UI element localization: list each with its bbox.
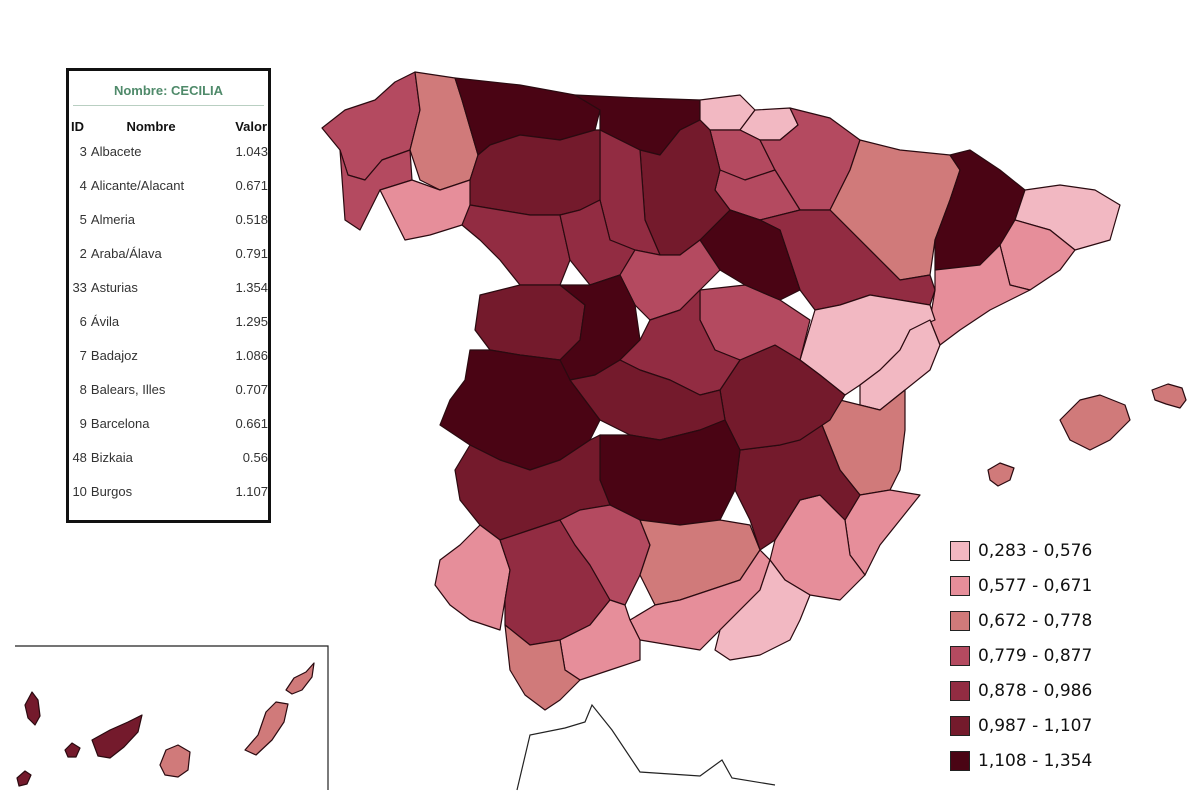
table-row[interactable]: 6 Ávila 1.295 [69, 304, 268, 338]
row-value: 0.661 [235, 415, 268, 431]
province-mallorca[interactable]: Mallorca [1059, 394, 1131, 451]
legend-swatch [950, 610, 970, 631]
row-value: 1.295 [235, 313, 268, 329]
legend-item: 1,108 - 1,354 [950, 743, 1092, 778]
row-name: Burgos [90, 483, 133, 499]
province-menorca[interactable]: Menorca [1151, 383, 1187, 409]
legend-label: 0,878 - 0,986 [978, 680, 1093, 701]
province-la-gomera[interactable]: La Gomera [64, 742, 81, 758]
table-row[interactable]: 8 Balears, Illes 0.707 [69, 372, 268, 406]
row-id: 8 [79, 381, 87, 397]
legend-item: 0,672 - 0,778 [950, 603, 1092, 638]
province-zamora[interactable]: Zamora [461, 204, 571, 286]
table-row[interactable]: 2 Araba/Álava 0.791 [69, 236, 268, 270]
row-id: 48 [72, 449, 87, 465]
legend-label: 0,577 - 0,671 [978, 575, 1093, 596]
legend-label: 0,672 - 0,778 [978, 610, 1093, 631]
legend-item: 0,283 - 0,576 [950, 533, 1092, 568]
province-soria[interactable]: Soria [699, 209, 801, 301]
province-lanzarote[interactable]: Lanzarote [285, 662, 315, 695]
table-row[interactable]: 33 Asturias 1.354 [69, 270, 268, 304]
info-table-header: ID Nombre Valor [69, 119, 268, 134]
row-id: 10 [72, 483, 87, 499]
legend-item: 0,577 - 0,671 [950, 568, 1092, 603]
row-id: 2 [79, 245, 87, 261]
table-row[interactable]: 4 Alicante/Alacant 0.671 [69, 168, 268, 202]
legend-item: 0,779 - 0,877 [950, 638, 1092, 673]
legend-label: 0,987 - 1,107 [978, 715, 1093, 736]
row-name: Bizkaia [90, 449, 133, 465]
province-ourense[interactable]: Ourense [379, 179, 481, 241]
column-header-valor: Valor [235, 119, 267, 134]
row-name: Asturias [90, 279, 138, 295]
row-id: 5 [79, 211, 87, 227]
table-row[interactable]: 10 Burgos 1.107 [69, 474, 268, 508]
row-name: Barcelona [90, 415, 150, 431]
info-panel-title: Nombre: CECILIA [73, 83, 264, 106]
row-id: 33 [72, 279, 87, 295]
legend-swatch [950, 750, 970, 771]
row-name: Albacete [90, 143, 142, 159]
map-legend: 0,283 - 0,576 0,577 - 0,671 0,672 - 0,778 0… [950, 533, 1092, 778]
canarias-inset-frame [15, 645, 329, 790]
info-panel: Nombre: CECILIA ID Nombre Valor 3 Albacet… [66, 68, 271, 523]
legend-swatch [950, 645, 970, 666]
legend-item: 0,987 - 1,107 [950, 708, 1092, 743]
legend-label: 0,779 - 0,877 [978, 645, 1093, 666]
info-table-body: 3 Albacete 1.043 4 Alicante/Alacant 0.671 5 Alm… [69, 134, 268, 508]
row-id: 6 [79, 313, 87, 329]
province-alicante[interactable]: Alicante/Alacant [844, 489, 921, 576]
province-almeria[interactable]: Almería [714, 559, 811, 661]
row-id: 3 [79, 143, 87, 159]
row-name: Balears, Illes [90, 381, 166, 397]
table-row[interactable]: 9 Barcelona 0.661 [69, 406, 268, 440]
table-row[interactable]: 5 Almeria 0.518 [69, 202, 268, 236]
row-value: 0.791 [235, 245, 268, 261]
table-row[interactable]: 48 Bizkaia 0.56 [69, 440, 268, 474]
province-toledo[interactable]: Toledo [569, 359, 726, 441]
province-cadiz[interactable]: Cádiz [504, 624, 581, 711]
row-name: Araba/Álava [90, 245, 162, 261]
province-pontevedra[interactable]: Pontevedra [339, 149, 413, 231]
province-guadalajara[interactable]: Guadalajara [699, 284, 811, 361]
row-name: Badajoz [90, 347, 138, 363]
column-header-id: ID [71, 119, 84, 134]
legend-item: 0,878 - 0,986 [950, 673, 1092, 708]
province-la-palma[interactable]: La Palma [24, 691, 41, 726]
province-gran-canaria[interactable]: Gran Canaria [159, 744, 191, 778]
province-salamanca[interactable]: Salamanca [474, 284, 586, 361]
province-segovia[interactable]: Segovia [619, 239, 721, 321]
legend-label: 0,283 - 0,576 [978, 540, 1093, 561]
province-huelva[interactable]: Huelva [434, 524, 511, 631]
province-el-hierro[interactable]: El Hierro [16, 770, 32, 787]
row-value: 1.354 [235, 279, 268, 295]
row-value: 1.107 [235, 483, 268, 499]
column-header-nombre: Nombre [126, 119, 176, 134]
north-africa-coastline [516, 703, 776, 791]
row-name: Alicante/Alacant [90, 177, 185, 193]
row-value: 0.671 [235, 177, 268, 193]
legend-swatch [950, 715, 970, 736]
row-value: 0.56 [242, 449, 268, 465]
legend-label: 1,108 - 1,354 [978, 750, 1093, 771]
row-id: 9 [79, 415, 87, 431]
row-name: Ávila [90, 313, 120, 329]
row-name: Almeria [90, 211, 135, 227]
legend-swatch [950, 680, 970, 701]
row-id: 4 [79, 177, 87, 193]
row-value: 1.086 [235, 347, 268, 363]
province-ibiza[interactable]: Ibiza [987, 462, 1015, 487]
row-value: 1.043 [235, 143, 268, 159]
row-value: 0.518 [235, 211, 268, 227]
legend-swatch [950, 540, 970, 561]
province-tenerife[interactable]: Tenerife [91, 714, 143, 759]
row-value: 0.707 [235, 381, 268, 397]
table-row[interactable]: 3 Albacete 1.043 [69, 134, 268, 168]
legend-swatch [950, 575, 970, 596]
row-id: 7 [79, 347, 87, 363]
table-row[interactable]: 7 Badajoz 1.086 [69, 338, 268, 372]
province-fuerteventura[interactable]: Fuerteventura [244, 701, 289, 756]
